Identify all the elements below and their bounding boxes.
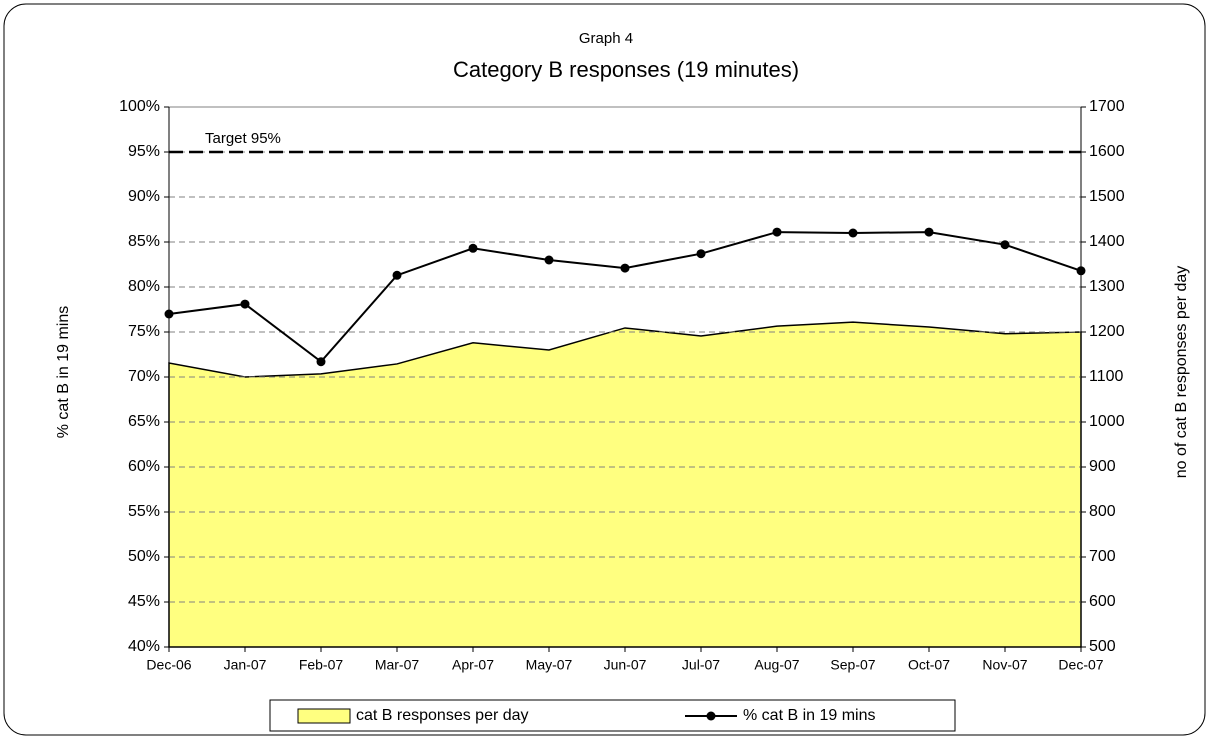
- target-label: Target 95%: [205, 130, 281, 147]
- y-axis-label: % cat B in 19 mins: [55, 306, 72, 439]
- y2-axis-label: no of cat B responses per day: [1173, 266, 1190, 479]
- y-tick-label: 80%: [128, 278, 160, 295]
- x-tick-label: Oct-07: [908, 657, 950, 673]
- chart-title: Category B responses (19 minutes): [453, 57, 799, 82]
- y-tick-label: 50%: [128, 548, 160, 565]
- line-marker: [696, 249, 706, 259]
- y-tick-label: 60%: [128, 458, 160, 475]
- line-marker: [316, 357, 326, 367]
- y2-tick-label: 1100: [1089, 368, 1124, 385]
- legend-swatch: [297, 708, 351, 724]
- legend-label: cat B responses per day: [356, 707, 529, 724]
- y2-tick-label: 700: [1089, 548, 1116, 565]
- y2-tick-label: 600: [1089, 593, 1116, 610]
- y2-tick-label: 1500: [1089, 188, 1125, 205]
- line-marker: [544, 255, 554, 265]
- x-tick-label: Jun-07: [604, 657, 647, 673]
- line-marker: [924, 227, 934, 237]
- y-tick-label: 40%: [128, 638, 160, 655]
- x-tick-label: Mar-07: [375, 657, 420, 673]
- legend-box: [269, 699, 956, 732]
- x-tick-label: Dec-07: [1058, 657, 1103, 673]
- line-marker: [848, 228, 858, 238]
- y2-tick-label: 1300: [1089, 278, 1125, 295]
- x-tick-label: Jul-07: [682, 657, 720, 673]
- y-tick-label: 65%: [128, 413, 160, 430]
- x-tick-label: Aug-07: [754, 657, 799, 673]
- line-marker: [240, 299, 250, 309]
- y2-tick-label: 800: [1089, 503, 1116, 520]
- x-tick-label: May-07: [526, 657, 573, 673]
- x-tick-label: Nov-07: [982, 657, 1027, 673]
- y-tick-label: 45%: [128, 593, 160, 610]
- y2-tick-label: 1400: [1089, 233, 1125, 250]
- y-tick-label: 55%: [128, 503, 160, 520]
- y2-tick-label: 500: [1089, 638, 1116, 655]
- y-tick-label: 75%: [128, 323, 160, 340]
- line-marker: [392, 270, 402, 280]
- y-tick-label: 70%: [128, 368, 160, 385]
- line-marker: [1000, 240, 1010, 250]
- y2-tick-label: 1200: [1089, 323, 1125, 340]
- x-tick-label: Sep-07: [830, 657, 875, 673]
- legend-swatch-marker: [706, 711, 716, 721]
- y-tick-label: 90%: [128, 188, 160, 205]
- y2-tick-label: 1000: [1089, 413, 1125, 430]
- y2-tick-label: 1700: [1089, 98, 1125, 115]
- y-tick-label: 85%: [128, 233, 160, 250]
- chart-supertitle: Graph 4: [579, 30, 633, 47]
- x-tick-label: Jan-07: [224, 657, 267, 673]
- x-tick-label: Dec-06: [146, 657, 191, 673]
- legend-label: % cat B in 19 mins: [743, 707, 876, 724]
- line-marker: [620, 263, 630, 273]
- x-tick-label: Apr-07: [452, 657, 494, 673]
- line-marker: [772, 227, 782, 237]
- line-marker: [468, 243, 478, 253]
- y-tick-label: 100%: [119, 98, 160, 115]
- y2-tick-label: 1600: [1089, 143, 1125, 160]
- y-tick-label: 95%: [128, 143, 160, 160]
- x-tick-label: Feb-07: [299, 657, 344, 673]
- y2-tick-label: 900: [1089, 458, 1116, 475]
